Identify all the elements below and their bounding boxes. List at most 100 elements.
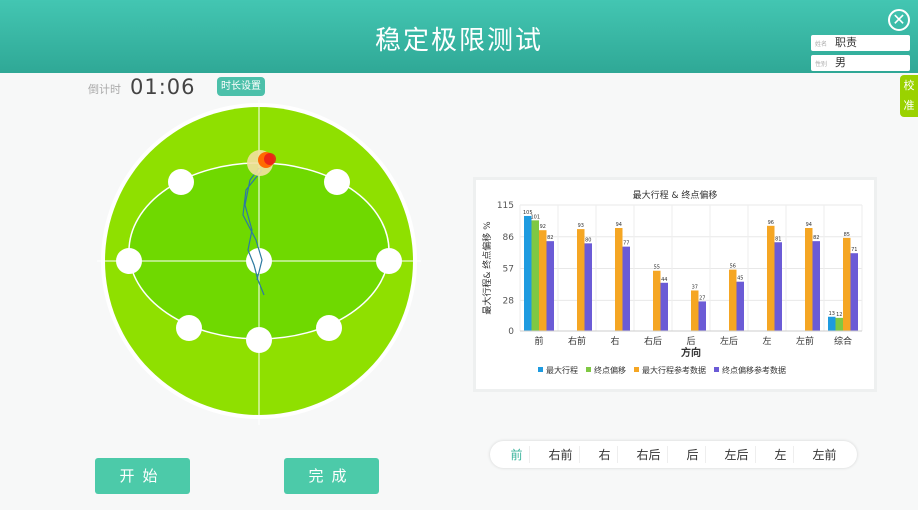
- y-tick-label: 115: [497, 201, 514, 211]
- bar: [729, 269, 737, 331]
- data-label: 27: [699, 295, 705, 301]
- y-tick-label: 0: [508, 327, 514, 337]
- x-tick-label: 综合: [834, 335, 852, 347]
- finish-button[interactable]: 完成: [284, 458, 379, 494]
- data-label: 82: [813, 235, 819, 241]
- bar: [622, 246, 630, 331]
- tab-direction[interactable]: 左前: [812, 448, 837, 462]
- start-button[interactable]: 开始: [95, 458, 190, 494]
- data-label: 101: [530, 214, 540, 220]
- data-label: 12: [836, 312, 842, 318]
- sway-trace: [242, 167, 265, 296]
- bar: [767, 225, 775, 331]
- x-tick-label: 后: [686, 336, 695, 347]
- calibrate-button[interactable]: 校准: [900, 75, 918, 117]
- x-tick-label: 前: [534, 335, 543, 347]
- bar: [698, 301, 706, 331]
- bar: [736, 281, 744, 331]
- direction-tabs: 前右前右右后后左后左 左前: [490, 441, 857, 468]
- data-label: 71: [851, 247, 857, 253]
- legend-swatch: [538, 367, 543, 372]
- x-tick-label: 左后: [720, 335, 738, 347]
- bar: [660, 282, 668, 331]
- data-label: 96: [768, 220, 774, 226]
- gender-field[interactable]: 性别男: [811, 55, 910, 71]
- bar: [577, 229, 585, 331]
- bar: [539, 230, 547, 331]
- x-tick-label: 右: [610, 335, 619, 347]
- name-label: 姓名: [815, 41, 828, 48]
- countdown-value: 01:06: [130, 75, 196, 99]
- bar: [524, 215, 532, 331]
- x-tick-label: 左: [762, 335, 771, 347]
- chart-panel: 最大行程 & 终点偏移 0 28 57 86 115 最大行程& 终点偏移 % 方向前 105 1…: [473, 177, 877, 392]
- bar: [546, 241, 554, 331]
- data-label: 77: [623, 241, 629, 247]
- chart-title: 最大行程 & 终点偏移: [633, 189, 718, 201]
- x-tick-label: 左前: [796, 335, 814, 347]
- header: 稳定极限测试 ✕ 姓名 职责 性别男: [0, 0, 918, 73]
- y-tick-label: 57: [503, 265, 514, 275]
- data-label: 94: [806, 222, 812, 228]
- data-label: 93: [578, 223, 584, 229]
- calibrate-label: 校准: [903, 79, 915, 112]
- data-label: 105: [523, 210, 533, 216]
- y-tick-label: 86: [503, 233, 515, 243]
- close-icon[interactable]: ✕: [888, 9, 910, 31]
- x-tick-label: 右前: [568, 335, 586, 347]
- data-label: 85: [844, 232, 850, 238]
- target-points: [116, 169, 402, 353]
- tab-direction[interactable]: 后: [680, 446, 706, 463]
- data-label: 44: [661, 277, 667, 283]
- data-label: 56: [730, 264, 736, 270]
- legend-label: 终点偏移: [594, 365, 626, 375]
- y-tick-label: 28: [503, 296, 515, 306]
- countdown-label: 倒计时: [88, 83, 121, 96]
- y-axis-label: 最大行程& 终点偏移 %: [481, 221, 493, 315]
- tab-direction[interactable]: 右前: [542, 446, 580, 463]
- tab-direction[interactable]: 左: [768, 446, 794, 463]
- bar: [812, 241, 820, 331]
- bar: [850, 253, 858, 331]
- legend-swatch: [714, 367, 719, 372]
- legend-label: 最大行程参考数据: [642, 365, 706, 375]
- bar: [531, 220, 539, 331]
- tab-direction[interactable]: 右: [592, 446, 618, 463]
- legend-swatch: [586, 367, 591, 372]
- legend-swatch: [634, 367, 639, 372]
- gender-label: 性别: [815, 61, 828, 68]
- duration-settings-button[interactable]: 时长设置: [217, 77, 265, 96]
- data-label: 80: [585, 237, 591, 243]
- tab-direction[interactable]: 左后: [718, 446, 756, 463]
- bar: [653, 270, 661, 331]
- legend-label: 终点偏移参考数据: [722, 365, 786, 375]
- bar: [691, 290, 699, 331]
- data-label: 37: [692, 284, 698, 290]
- data-label: 13: [829, 311, 835, 317]
- x-axis-label: 方向: [681, 346, 701, 359]
- x-tick-label: 右后: [644, 335, 662, 347]
- gender-value: 男: [835, 56, 847, 69]
- data-label: 81: [775, 236, 781, 242]
- data-label: 92: [540, 224, 546, 230]
- tab-direction[interactable]: 右后: [630, 446, 668, 463]
- name-field[interactable]: 姓名 职责: [811, 35, 910, 51]
- bar: [615, 228, 623, 331]
- name-value: 职责: [835, 36, 858, 49]
- bar: [774, 242, 782, 331]
- bar: [828, 316, 836, 331]
- bar: [584, 243, 592, 331]
- legend-label: 最大行程: [546, 365, 578, 375]
- data-label: 94: [616, 222, 622, 228]
- page-title: 稳定极限测试: [374, 26, 543, 56]
- data-label: 55: [654, 265, 660, 271]
- balance-target: [105, 107, 413, 415]
- bar: [835, 317, 843, 331]
- bar: [843, 237, 851, 331]
- bar: [805, 228, 813, 331]
- tab-direction[interactable]: 前: [504, 446, 530, 463]
- data-label: 82: [547, 235, 553, 241]
- data-label: 45: [737, 276, 743, 282]
- cursor-dot-red: [264, 153, 276, 165]
